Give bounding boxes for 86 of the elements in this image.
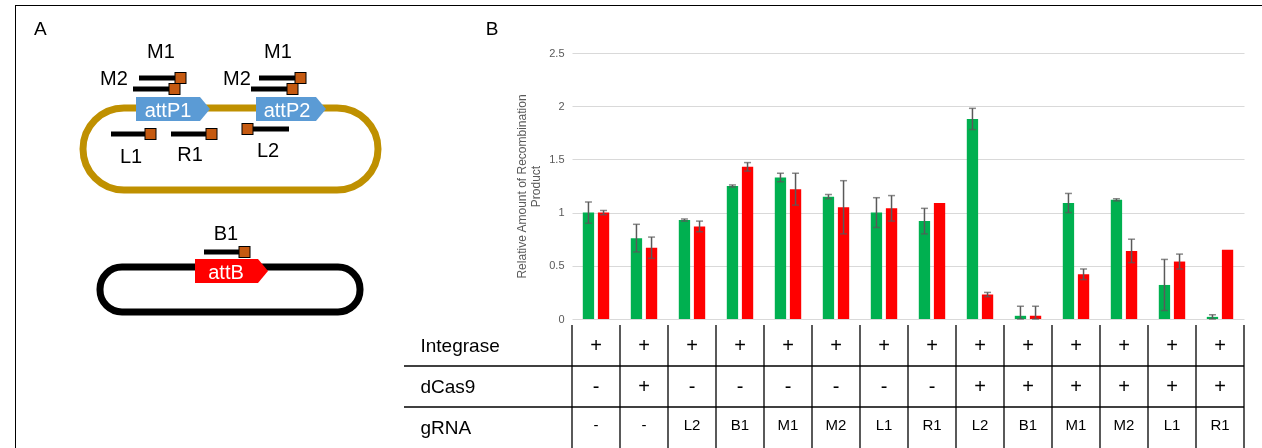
- text: Integrase: [420, 334, 500, 356]
- text: -: [928, 374, 936, 397]
- text: +: [926, 333, 938, 356]
- bar: [1077, 274, 1090, 319]
- x-tick-label: M1: [1065, 415, 1087, 433]
- text: M1: [264, 40, 292, 62]
- bar: [789, 189, 802, 319]
- text: +: [1022, 333, 1034, 356]
- bar: [1110, 199, 1123, 319]
- text: +: [1214, 333, 1226, 356]
- x-tick-label: M2: [825, 415, 847, 433]
- y-tick-label: 0: [558, 312, 565, 325]
- text: L1: [119, 145, 143, 167]
- text: A: [34, 18, 47, 40]
- bar: [774, 177, 787, 319]
- text: attP2: [263, 99, 311, 121]
- text: +: [686, 333, 698, 356]
- text: +: [1070, 374, 1082, 397]
- bar: [885, 208, 898, 319]
- y-tick-label: 1: [558, 206, 565, 219]
- text: +: [638, 333, 650, 356]
- y-tick-label: 2.5: [549, 46, 565, 59]
- y-axis-title: Relative Amount of Recombination Product: [515, 94, 544, 279]
- text: -: [880, 374, 888, 397]
- text: +: [1118, 374, 1130, 397]
- x-tick-label: L2: [971, 415, 989, 433]
- y-tick-label: 0.5: [549, 259, 565, 272]
- text: +: [1214, 374, 1226, 397]
- text: M2: [223, 67, 251, 89]
- x-tick-label: L1: [875, 415, 893, 433]
- y-tick-label: 2: [558, 99, 565, 112]
- text: +: [1166, 374, 1178, 397]
- text: -: [784, 374, 792, 397]
- bar: [870, 212, 883, 319]
- x-tick-label: B1: [730, 415, 750, 433]
- x-tick-label: -: [641, 415, 647, 433]
- text: +: [830, 333, 842, 356]
- text: -: [736, 374, 744, 397]
- bar: [1158, 284, 1171, 319]
- text: L2: [256, 139, 280, 161]
- text: +: [590, 333, 602, 356]
- text: +: [1070, 333, 1082, 356]
- x-tick-label: B1: [1018, 415, 1038, 433]
- text: +: [878, 333, 890, 356]
- text: B1: [213, 222, 239, 244]
- text: +: [638, 374, 650, 397]
- bar: [645, 247, 658, 319]
- text: +: [734, 333, 746, 356]
- text: -: [832, 374, 840, 397]
- x-tick-label: R1: [922, 415, 942, 433]
- text: +: [782, 333, 794, 356]
- text: -: [688, 374, 696, 397]
- text: +: [1022, 374, 1034, 397]
- text: -: [592, 374, 600, 397]
- bar: [678, 220, 691, 319]
- bar: [726, 186, 739, 319]
- text: +: [974, 374, 986, 397]
- x-tick-label: M1: [777, 415, 799, 433]
- x-tick-label: R1: [1210, 415, 1230, 433]
- bar: [918, 221, 931, 319]
- x-tick-label: -: [593, 415, 599, 433]
- text: attP1: [144, 99, 192, 121]
- bar: [933, 203, 946, 319]
- bar: [966, 118, 979, 319]
- text: M2: [100, 67, 128, 89]
- text: dCas9: [420, 375, 476, 397]
- text: M1: [147, 40, 175, 62]
- x-tick-label: M2: [1113, 415, 1135, 433]
- bar: [1173, 261, 1186, 319]
- bar: [1062, 203, 1075, 319]
- bar: [630, 238, 643, 319]
- text: +: [1166, 333, 1178, 356]
- bar: [693, 226, 706, 319]
- bar: [1221, 249, 1234, 319]
- bar: [1125, 250, 1138, 319]
- x-tick-label: L2: [683, 415, 701, 433]
- text: +: [1118, 333, 1130, 356]
- bar: [582, 212, 595, 319]
- text: R1: [177, 143, 203, 165]
- text: gRNA: [420, 416, 472, 438]
- x-tick-label: L1: [1163, 415, 1181, 433]
- text: +: [974, 333, 986, 356]
- bar: [837, 207, 850, 319]
- y-tick-label: 1.5: [549, 152, 565, 165]
- chart-title: B: [485, 18, 499, 39]
- text: attB: [208, 261, 244, 283]
